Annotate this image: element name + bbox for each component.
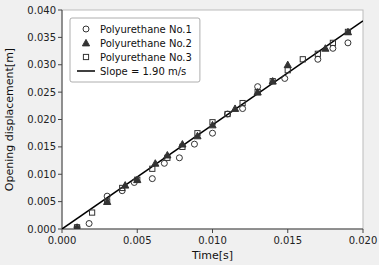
y-tick-label: 0.040 (27, 5, 56, 16)
plot-area (62, 10, 363, 229)
data-point (285, 68, 290, 73)
x-tick (137, 229, 138, 233)
data-point (73, 224, 80, 229)
x-tick (287, 229, 288, 233)
data-point (135, 177, 140, 182)
data-point (134, 176, 141, 182)
y-tick (58, 201, 62, 202)
data-point (86, 221, 92, 227)
data-point (282, 75, 288, 81)
y-axis-label: Opening displacement[m] (3, 48, 16, 191)
y-axis (62, 10, 63, 229)
x-tick-label: 0.000 (48, 235, 77, 246)
x-axis-label: Time[s] (191, 249, 233, 262)
data-point (74, 224, 80, 229)
legend-swatch (82, 39, 89, 45)
slope-line (62, 21, 363, 229)
data-point (270, 79, 275, 84)
y-tick-label: 0.025 (27, 87, 56, 98)
data-point (210, 120, 215, 125)
y-tick-label: 0.030 (27, 59, 56, 70)
legend-swatch (83, 26, 89, 32)
y-tick (58, 37, 62, 38)
data-point (322, 45, 329, 51)
legend-label: Polyurethane No.1 (100, 24, 192, 35)
data-point (105, 199, 110, 204)
data-point (330, 40, 335, 45)
data-point (161, 160, 167, 166)
data-point (231, 105, 238, 111)
y-tick-label: 0.010 (27, 169, 56, 180)
x-tick-label: 0.020 (349, 235, 378, 246)
y-tick-label: 0.020 (27, 114, 56, 125)
y-tick (58, 92, 62, 93)
data-point (225, 111, 231, 117)
legend-label: Polyurethane No.2 (100, 38, 192, 49)
x-tick-label: 0.005 (123, 235, 152, 246)
data-point (90, 210, 95, 215)
data-point (176, 155, 182, 161)
data-point (330, 45, 336, 51)
legend-swatch (77, 70, 95, 72)
y-tick (58, 146, 62, 147)
data-point (300, 57, 305, 62)
legend-swatch (83, 54, 88, 59)
data-point (315, 56, 321, 62)
x-tick (62, 229, 63, 233)
chart: 0.000 0.005 0.010 0.015 0.020 0.000 0.005 0.010… (0, 0, 379, 265)
data-point (210, 130, 216, 136)
data-point (149, 176, 155, 182)
y-tick (58, 174, 62, 175)
data-layer (62, 21, 363, 229)
data-point (269, 78, 276, 84)
data-point (344, 28, 351, 34)
x-tick-label: 0.015 (273, 235, 302, 246)
data-point (345, 40, 351, 46)
y-tick (58, 64, 62, 65)
data-point (150, 166, 155, 171)
data-point (255, 90, 260, 95)
legend-box (70, 18, 200, 82)
x-tick (212, 229, 213, 233)
y-tick (58, 10, 62, 11)
data-point (254, 89, 261, 95)
x-axis (62, 229, 363, 230)
data-point (240, 100, 245, 105)
data-point (240, 106, 246, 112)
legend: Polyurethane No.1 Polyurethane No.2 Polyur… (70, 18, 200, 82)
data-point (165, 155, 170, 160)
legend-label: Polyurethane No.3 (100, 52, 192, 63)
y-tick-label: 0.000 (27, 224, 56, 235)
data-point (152, 160, 159, 166)
legend-label: Slope = 1.90 m/s (100, 66, 186, 77)
data-point (104, 198, 111, 204)
y-tick (58, 119, 62, 120)
data-point (180, 144, 185, 149)
data-point (74, 225, 79, 229)
data-point (315, 51, 320, 56)
x-tick (363, 229, 364, 233)
data-point (225, 111, 230, 116)
data-point (191, 141, 197, 147)
data-point (120, 185, 125, 190)
x-tick-label: 0.010 (198, 235, 227, 246)
y-tick-label: 0.035 (27, 32, 56, 43)
data-point (195, 131, 200, 136)
y-tick-label: 0.005 (27, 196, 56, 207)
data-point (345, 29, 350, 34)
y-tick (58, 229, 62, 230)
y-tick-label: 0.015 (27, 141, 56, 152)
data-point (284, 61, 291, 67)
